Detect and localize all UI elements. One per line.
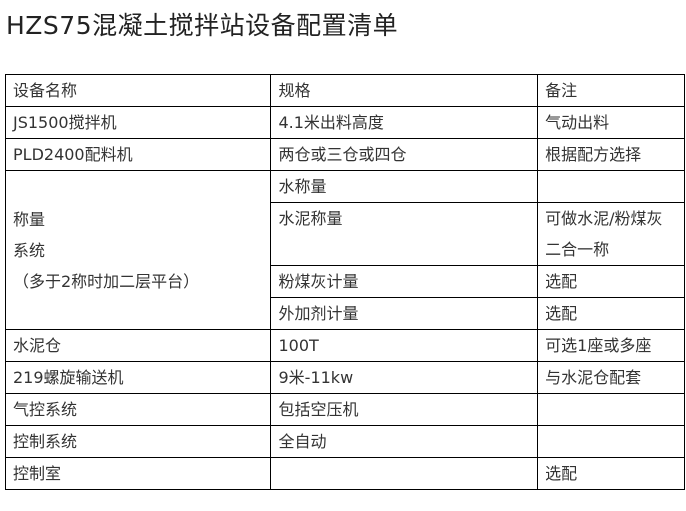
cell-text: 称量 系统 （多于2称时加二层平台） — [13, 209, 200, 291]
table-row: 气控系统 包括空压机 — [4, 393, 685, 426]
page-title: HZS75混凝土搅拌站设备配置清单 — [6, 11, 399, 40]
cell: 控制室 — [4, 457, 272, 490]
cell: 根据配方选择 — [537, 138, 685, 171]
cell: 9米-11kw — [270, 361, 539, 394]
table-row: 水泥仓 100T 可选1座或多座 — [4, 329, 685, 362]
cell: 控制系统 — [4, 425, 272, 458]
cell: 水泥仓 — [4, 329, 272, 362]
cell: 219螺旋输送机 — [4, 361, 272, 394]
cell: 可选1座或多座 — [537, 329, 685, 362]
cell: 气控系统 — [4, 393, 272, 426]
equipment-table: 设备名称 规格 备注 JS1500搅拌机 4.1米出料高度 气动出料 PLD24… — [4, 74, 685, 490]
header-cell: 备注 — [537, 74, 685, 107]
cell-text: 根据配方选择 — [545, 145, 642, 164]
cell: 与水泥仓配套 — [537, 361, 685, 394]
table-header: 设备名称 规格 备注 — [4, 74, 685, 107]
table-row: 水泥称量 可做水泥/粉煤灰二合一称 — [6, 202, 685, 266]
cell: 选配 — [537, 457, 685, 490]
cell: 外加剂计量 — [270, 297, 539, 330]
table-row: PLD2400配料机 两仓或三仓或四仓 根据配方选择 — [4, 138, 685, 171]
cell: 粉煤灰计量 — [270, 265, 539, 298]
cell: 选配 — [537, 297, 685, 330]
cell — [537, 425, 685, 458]
cell: 全自动 — [270, 425, 539, 458]
header-cell: 规格 — [270, 74, 539, 107]
cell: 水泥称量 — [270, 202, 539, 266]
cell: 选配 — [537, 265, 685, 298]
table-row: 控制系统 全自动 — [4, 425, 685, 458]
cell: 两仓或三仓或四仓 — [270, 138, 539, 171]
cell — [537, 393, 685, 426]
cell: 4.1米出料高度 — [270, 106, 539, 139]
cell: 水称量 — [270, 170, 539, 203]
table-row: 称量 系统 （多于2称时加二层平台） 水称量 — [4, 170, 685, 330]
cell: JS1500搅拌机 — [4, 106, 272, 139]
cell: 称量 系统 （多于2称时加二层平台） — [4, 170, 272, 330]
cell: 100T — [270, 329, 539, 362]
cell: 包括空压机 — [270, 393, 539, 426]
table-row: 外加剂计量 选配 — [6, 297, 685, 330]
cell — [270, 457, 539, 490]
cell: 可做水泥/粉煤灰二合一称 — [537, 202, 685, 266]
table-row: 219螺旋输送机 9米-11kw 与水泥仓配套 — [4, 361, 685, 394]
cell: PLD2400配料机 — [4, 138, 272, 171]
cell: 气动出料 — [537, 106, 685, 139]
table-row: 粉煤灰计量 选配 — [6, 265, 685, 298]
table-row: 控制室 选配 — [4, 457, 685, 490]
cell — [537, 170, 685, 203]
header-cell: 设备名称 — [4, 74, 272, 107]
table-row: JS1500搅拌机 4.1米出料高度 气动出料 — [4, 106, 685, 139]
